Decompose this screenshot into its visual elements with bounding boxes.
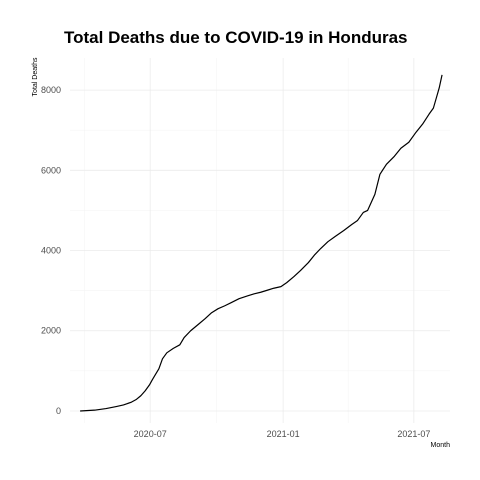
series-line bbox=[80, 74, 443, 412]
y-tick-label: 2000 bbox=[41, 326, 61, 336]
y-tick-label: 8000 bbox=[41, 85, 61, 95]
chart-title: Total Deaths due to COVID-19 in Honduras bbox=[64, 28, 408, 47]
series-layer bbox=[80, 74, 443, 412]
y-tick-label: 6000 bbox=[41, 165, 61, 175]
grid bbox=[70, 58, 450, 423]
x-tick-label: 2021-07 bbox=[397, 429, 430, 439]
x-axis-tick-labels: 2020-07 2021-01 2021-07 bbox=[134, 429, 431, 439]
x-tick-label: 2021-01 bbox=[267, 429, 300, 439]
y-tick-label: 0 bbox=[56, 406, 61, 416]
y-tick-label: 4000 bbox=[41, 246, 61, 256]
y-axis-tick-labels: 0 2000 4000 6000 8000 bbox=[41, 85, 61, 416]
x-axis-title: Month bbox=[431, 442, 451, 449]
x-tick-label: 2020-07 bbox=[134, 429, 167, 439]
y-axis-title: Total Deaths bbox=[32, 57, 39, 96]
